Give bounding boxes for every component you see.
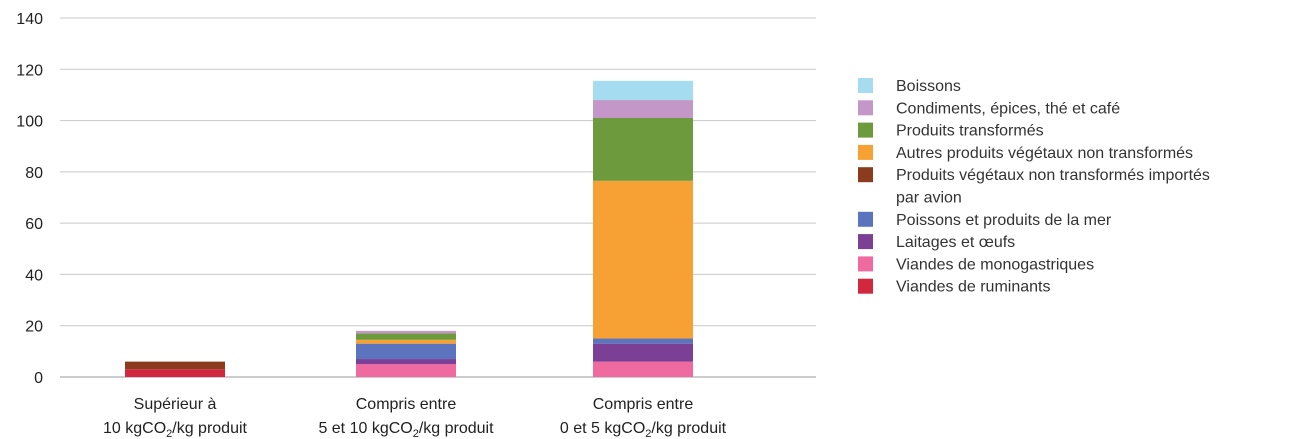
- y-tick-label-60: 60: [25, 216, 43, 233]
- legend-label: Laitages et œufs: [896, 234, 1015, 251]
- x-tick-label-1-line2: 10 kgCO2/kg produit: [103, 420, 248, 439]
- legend-item-viandes-de-ruminants: Viandes de ruminants: [858, 278, 1050, 296]
- legend-swatch: [858, 234, 873, 250]
- bar-segment-condiments-epices-the-et-cafe-3: [593, 100, 693, 119]
- legend-label: Viandes de ruminants: [896, 279, 1050, 296]
- legend: Boissons Condiments, épices, thé et café P…: [858, 78, 1210, 296]
- legend-item-autres-produits-vegetaux-non-transformes: Autres produits végétaux non transformés: [858, 144, 1193, 162]
- legend-swatch: [858, 144, 873, 160]
- legend-label: Produits transformés: [896, 123, 1044, 140]
- legend-label: Boissons: [896, 78, 961, 95]
- y-tick-label-140: 140: [16, 11, 43, 28]
- legend-swatch: [858, 122, 873, 138]
- bar-segment-poissons-et-produits-de-la-mer-3: [593, 338, 693, 344]
- y-tick-label-80: 80: [25, 165, 43, 182]
- bar-segment-boissons-3: [593, 80, 693, 101]
- bar-segment-condiments-epices-the-et-cafe-2: [356, 330, 456, 334]
- bar-segment-produits-transformes-3: [593, 118, 693, 181]
- bar-segment-viandes-de-ruminants-1: [125, 369, 225, 377]
- x-tick-label-3-line1: Compris entre: [593, 396, 694, 413]
- legend-item-poissons-et-produits-de-la-mer: Poissons et produits de la mer: [858, 211, 1112, 229]
- bar-segment-produits-transformes-2: [356, 333, 456, 340]
- y-axis-tick-labels: 0 20 40 60 80 100 120 140: [16, 11, 43, 387]
- bar-segment-autres-produits-vegetaux-non-transformes-2: [356, 339, 456, 344]
- legend-swatch: [858, 100, 873, 116]
- bar-segment-produits-vegetaux-non-transformes-importes-par-avion-1: [125, 361, 225, 370]
- legend-swatch: [858, 256, 873, 272]
- bar-segment-poissons-et-produits-de-la-mer-2: [356, 343, 456, 360]
- y-tick-label-100: 100: [16, 114, 43, 131]
- grid-layer: [60, 17, 816, 378]
- legend-swatch: [858, 278, 873, 294]
- legend-swatch: [858, 211, 873, 227]
- legend-swatch: [858, 167, 873, 183]
- legend-item-laitages-et-oeufs: Laitages et œufs: [858, 234, 1015, 251]
- bar-segment-autres-produits-vegetaux-non-transformes-3: [593, 180, 693, 339]
- x-axis-tick-labels: Supérieur à 10 kgCO2/kg produit Compris en…: [103, 396, 727, 439]
- legend-item-viandes-de-monogastriques: Viandes de monogastriques: [858, 256, 1094, 273]
- bar-stack-2: [356, 330, 456, 377]
- legend-label: Condiments, épices, thé et café: [896, 100, 1120, 117]
- bar-stack-3: [593, 80, 693, 377]
- y-tick-label-120: 120: [16, 62, 43, 79]
- legend-label: par avion: [896, 190, 962, 207]
- legend-label: Produits végétaux non transformés import…: [896, 167, 1210, 184]
- legend-swatch: [858, 78, 873, 93]
- bar-segment-viandes-de-monogastriques-3: [593, 361, 693, 377]
- x-tick-label-3-line2: 0 et 5 kgCO2/kg produit: [560, 420, 727, 439]
- bar-stack-1: [125, 361, 225, 377]
- legend-item-produits-transformes: Produits transformés: [858, 122, 1044, 140]
- y-tick-label-40: 40: [25, 267, 43, 284]
- bar-layer: [125, 80, 693, 377]
- legend-label: Viandes de monogastriques: [896, 256, 1094, 273]
- y-tick-label-20: 20: [25, 319, 43, 336]
- bar-segment-viandes-de-monogastriques-2: [356, 364, 456, 377]
- legend-item-produits-vegetaux-non-transformes-importes-par-avion: Produits végétaux non transformés import…: [858, 167, 1210, 207]
- legend-label: Poissons et produits de la mer: [896, 212, 1112, 229]
- x-tick-label-1-line1: Supérieur à: [134, 396, 217, 413]
- bar-segment-laitages-et-oeufs-3: [593, 343, 693, 362]
- legend-item-boissons: Boissons: [858, 78, 961, 95]
- x-tick-label-2-line1: Compris entre: [356, 396, 457, 413]
- y-tick-label-0: 0: [34, 370, 43, 387]
- x-tick-label-2-line2: 5 et 10 kgCO2/kg produit: [318, 420, 494, 439]
- legend-item-condiments-epices-the-et-cafe: Condiments, épices, thé et café: [858, 100, 1120, 117]
- bar-segment-laitages-et-oeufs-2: [356, 359, 456, 365]
- legend-label: Autres produits végétaux non transformés: [896, 145, 1193, 162]
